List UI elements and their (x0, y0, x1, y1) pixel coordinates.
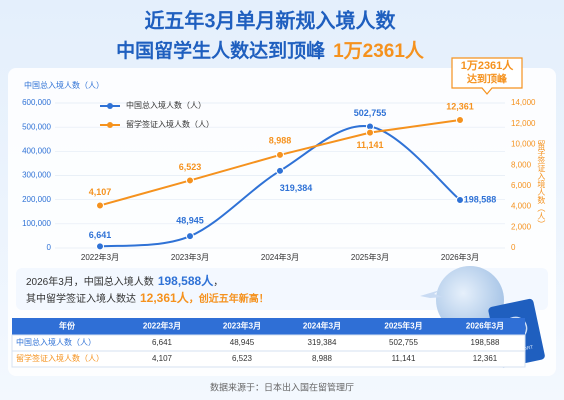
summary-box (16, 268, 548, 310)
y-tick-label: 300,000 (22, 171, 51, 180)
subtitle: 中国留学生人数达到顶峰 1万2361人 (116, 39, 425, 62)
y2-tick-label: 2,000 (511, 222, 532, 231)
table-header-bg (12, 318, 525, 335)
table-cell: 11,141 (392, 354, 416, 363)
callout-box (451, 57, 523, 95)
data-label: 6,523 (179, 162, 202, 172)
data-label: 319,384 (280, 183, 313, 193)
source: 数据来源于：日本出入国在留管理厅 (210, 381, 354, 392)
y-tick-label: 600,000 (22, 98, 51, 107)
subtitle-highlight: 1万2361人 (333, 40, 425, 62)
x-tick-label: 2023年3月 (171, 252, 209, 262)
y-tick-label: 100,000 (22, 219, 51, 228)
summary-text: 2026年3月，中国总入境人数 (26, 275, 154, 288)
data-point (96, 201, 104, 210)
legend-swatch (107, 122, 113, 128)
data-point (456, 196, 464, 205)
table-cell: 中国总入境人数（人） (16, 337, 96, 347)
x-tick-label: 2026年3月 (441, 252, 479, 262)
data-point (456, 115, 464, 124)
y-tick-label: 400,000 (22, 146, 51, 155)
data-label: 198,588 (464, 194, 497, 204)
data-point (276, 166, 284, 175)
table-cell: 6,641 (152, 338, 173, 347)
data-point (276, 150, 284, 159)
table-cell: 6,523 (232, 354, 253, 363)
table: 年份 2022年3月 2023年3月 2024年3月 2025年3月 2026年3月中国总… (11, 318, 526, 368)
summary-number: 198,588人 (158, 273, 214, 288)
data-label: 8,988 (269, 135, 292, 145)
table-header-cell: 2022年3月 (143, 321, 181, 331)
legend-label: 中国总入境人数（人） (126, 100, 206, 110)
table-cell: 502,755 (389, 338, 418, 347)
data-point (366, 128, 374, 137)
table-header-cell: 2023年3月 (223, 321, 261, 331)
plane (420, 290, 444, 298)
table-cell: 319,384 (308, 338, 337, 347)
y2-tick-label: 8,000 (511, 160, 532, 169)
y2-axis-label: 留学签证入境人数（人） (537, 139, 546, 228)
data-point (96, 242, 104, 251)
y2-tick-label: 6,000 (511, 181, 532, 190)
summary-line: 其中留学签证入境人数达 12,361人，创近五年新高！ (26, 290, 269, 305)
x-tick-label: 2024年3月 (261, 252, 299, 262)
y-tick-label: 200,000 (22, 195, 51, 204)
globe (436, 266, 504, 334)
y-tick-label: 500,000 (22, 122, 51, 131)
summary-line: 2026年3月，中国总入境人数 198,588人， (26, 273, 223, 288)
title: 近五年3月单月新规入境人数 (144, 8, 396, 32)
callout: 1万2361人 达到顶峰 (451, 57, 523, 95)
y-tick-label: 0 (47, 243, 52, 252)
table-header-cell: 年份 (59, 321, 76, 331)
summary-text: ， (213, 277, 223, 288)
y2-tick-label: 12,000 (511, 119, 536, 128)
subtitle-text: 中国留学生人数达到顶峰 (116, 39, 326, 62)
y2-tick-label: 14,000 (511, 98, 536, 107)
data-label: 6,641 (89, 230, 112, 240)
y2-tick-label: 10,000 (511, 140, 536, 149)
data-label: 502,755 (354, 108, 387, 118)
data-label: 11,141 (356, 140, 383, 150)
y2-tick-label: 0 (511, 243, 516, 252)
y2-tick-label: 4,000 (511, 202, 532, 211)
data-label: 4,107 (89, 187, 112, 197)
summary-text: 其中留学签证入境人数达 (26, 292, 136, 305)
data-point (186, 232, 194, 241)
x-tick-label: 2025年3月 (351, 252, 389, 262)
table-header-cell: 2025年3月 (384, 321, 422, 331)
table-cell: 198,588 (471, 338, 500, 347)
table-cell: 48,945 (230, 338, 255, 347)
callout-line: 达到顶峰 (467, 73, 508, 86)
x-tick-label: 2022年3月 (81, 252, 119, 262)
table-header-cell: 2024年3月 (303, 321, 341, 331)
table-cell: 留学签证入境人数（人） (16, 353, 104, 363)
summary-number: 12,361人 (140, 290, 190, 305)
legend-swatch (107, 103, 113, 109)
summary-text: ，创近五年新高！ (189, 292, 269, 305)
plot: 0 100,000 200,000 300,000 400,000 500,000 600,… (22, 98, 536, 262)
data-point (186, 176, 194, 185)
table-cell: 4,107 (152, 354, 173, 363)
callout-line: 1万2361人 (461, 58, 515, 72)
legend-label: 留学签证入境人数（人） (126, 119, 214, 129)
table-cell: 8,988 (312, 354, 333, 363)
table-header-cell: 2026年3月 (466, 321, 504, 331)
table-cell: 12,361 (473, 354, 498, 363)
y-axis-label: 中国总入境人数（人） (24, 80, 104, 90)
data-label: 48,945 (176, 216, 204, 226)
data-label: 12,361 (446, 101, 474, 111)
